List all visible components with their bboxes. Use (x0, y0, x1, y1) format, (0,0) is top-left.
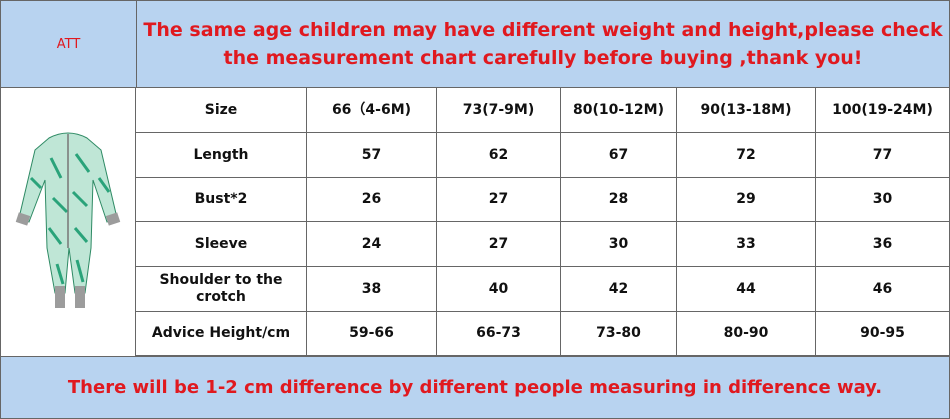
notice-line: the measurement chart carefully before b… (223, 47, 863, 69)
measurement: 72 (677, 133, 816, 178)
measurement: 40 (437, 267, 561, 312)
size-header: 80(10-12M) (561, 88, 677, 133)
measurement: 33 (677, 222, 816, 267)
measurement: 44 (677, 267, 816, 312)
measurement: 90-95 (816, 312, 949, 356)
row-label: Advice Height/cm (136, 312, 307, 356)
size-header: 66（4-6M) (307, 88, 437, 133)
row-label: Size (136, 88, 307, 133)
measurement: 24 (307, 222, 437, 267)
measurement: 30 (816, 178, 949, 222)
row-label: Shoulder to the crotch (136, 267, 307, 312)
measurement: 67 (561, 133, 677, 178)
size-header: 100(19-24M) (816, 88, 949, 133)
row-label: Length (136, 133, 307, 178)
measurement: 46 (816, 267, 949, 312)
size-table: Size 66（4-6M) 73(7-9M) 80(10-12M) 90(13-18M)… (136, 88, 949, 356)
measurement: 62 (437, 133, 561, 178)
row-label: Sleeve (136, 222, 307, 267)
measurement: 80-90 (677, 312, 816, 356)
notice-line: The same age children may have different… (143, 19, 943, 41)
measurement: 29 (677, 178, 816, 222)
measurement: 36 (816, 222, 949, 267)
measurement: 59-66 (307, 312, 437, 356)
header-notice: The same age children may have different… (137, 1, 949, 87)
measurement: 27 (437, 222, 561, 267)
header-banner: ATT The same age children may have diffe… (1, 1, 949, 88)
measurement: 77 (816, 133, 949, 178)
measurement: 66-73 (437, 312, 561, 356)
measurement: 73-80 (561, 312, 677, 356)
romper-illustration (15, 132, 121, 308)
measurement: 30 (561, 222, 677, 267)
measurement: 38 (307, 267, 437, 312)
footer-banner: There will be 1-2 cm difference by diffe… (1, 356, 949, 418)
size-header: 90(13-18M) (677, 88, 816, 133)
measurement: 26 (307, 178, 437, 222)
measurement: 27 (437, 178, 561, 222)
size-header: 73(7-9M) (437, 88, 561, 133)
measurement: 57 (307, 133, 437, 178)
measurement: 28 (561, 178, 677, 222)
measurement: 42 (561, 267, 677, 312)
corner-label: ATT (1, 1, 137, 87)
row-label: Bust*2 (136, 178, 307, 222)
product-photo (1, 88, 136, 356)
